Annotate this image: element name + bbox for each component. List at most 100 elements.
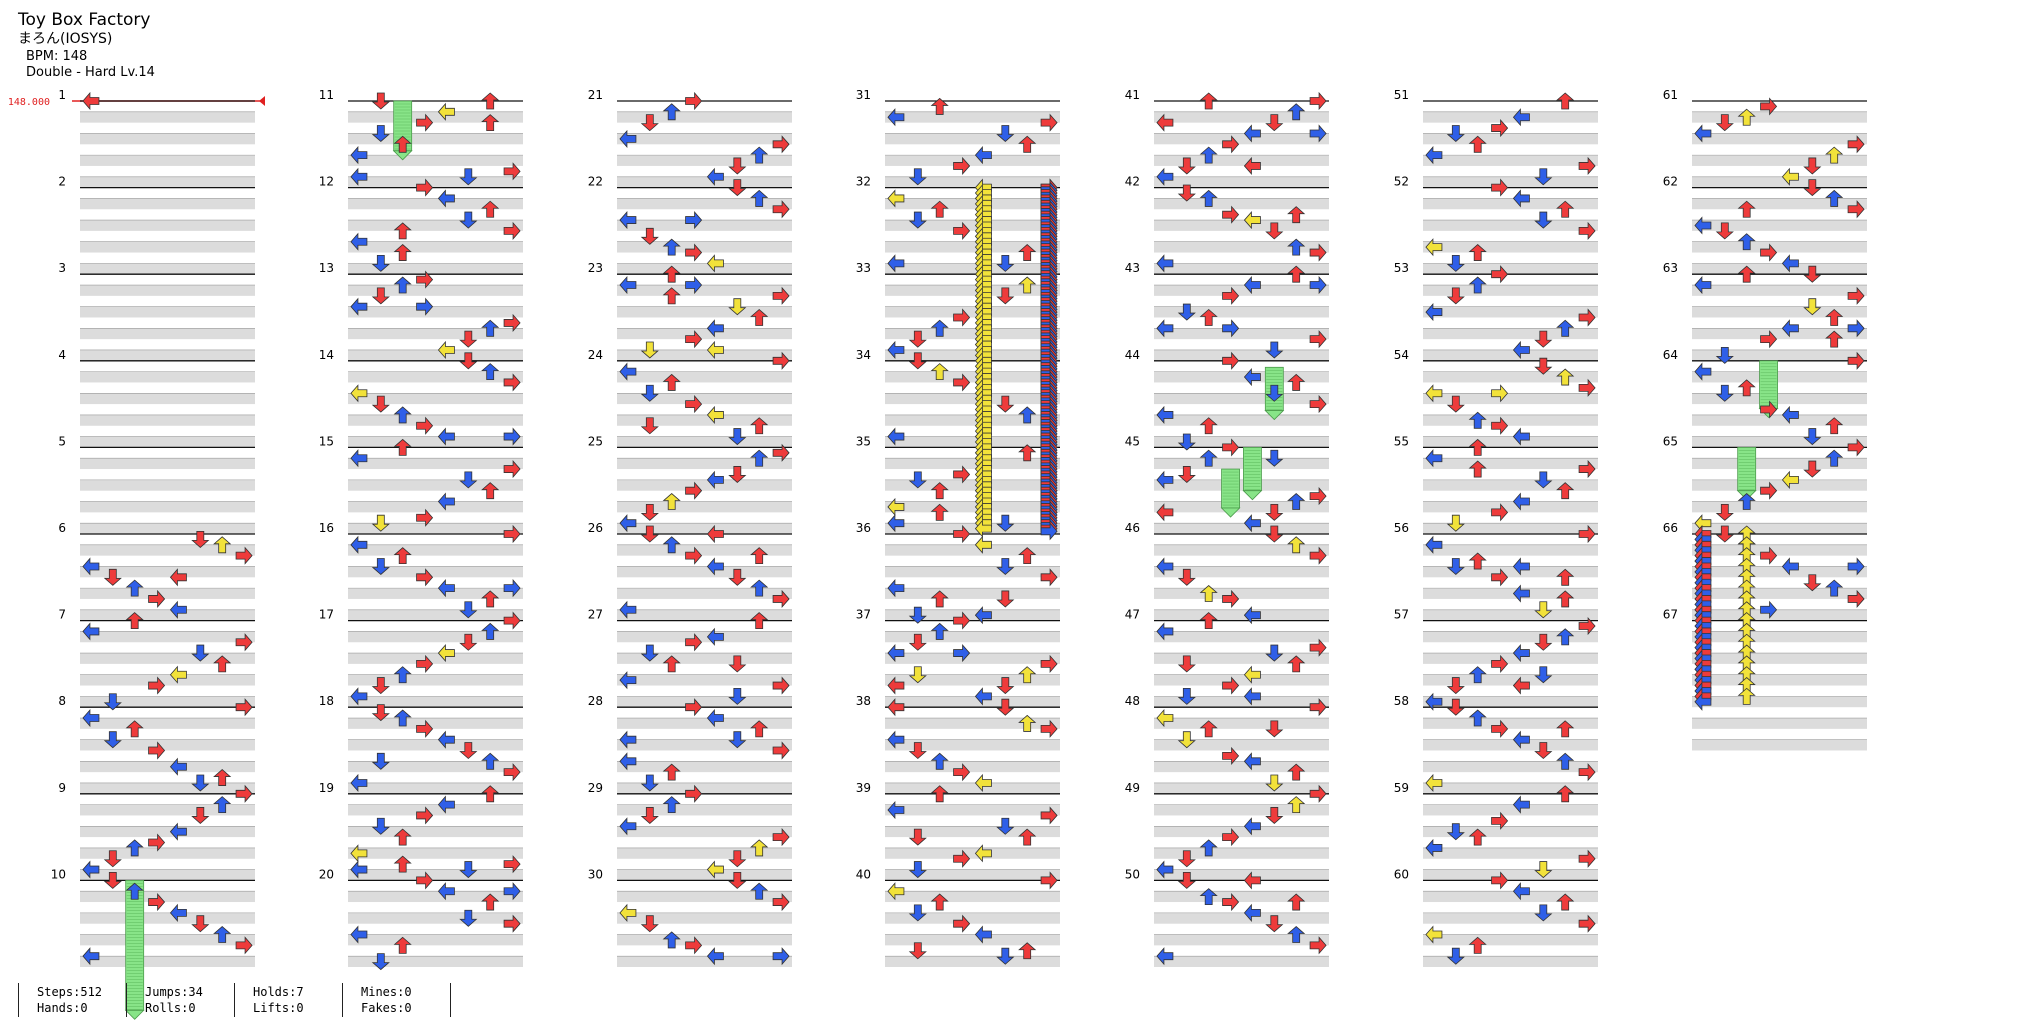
- measure-block: 25: [588, 434, 792, 534]
- beat-band: [1423, 631, 1598, 643]
- measure-number: 4: [58, 348, 66, 362]
- beat-band: [80, 956, 255, 967]
- measure-block: 66: [1663, 521, 1867, 621]
- beat-band: [80, 804, 255, 816]
- beat-band: [80, 133, 255, 145]
- beat-band: [80, 869, 255, 881]
- beat-band: [1154, 306, 1329, 318]
- measure-block: 2: [58, 175, 255, 275]
- measure-block: 10: [51, 867, 255, 967]
- beat-band: [885, 826, 1060, 838]
- measure-number: 42: [1125, 175, 1140, 189]
- measure-block: 12: [319, 175, 523, 275]
- stat-lifts: Lifts:0: [253, 1001, 304, 1015]
- beat-band: [885, 847, 1060, 859]
- measure-number: 47: [1125, 608, 1140, 622]
- measure-block: 33: [856, 261, 1060, 361]
- measure-number: 3: [58, 261, 66, 275]
- hold-note: [1736, 446, 1757, 501]
- beat-band: [1692, 544, 1867, 556]
- beat-band: [885, 198, 1060, 210]
- beat-band: [617, 198, 792, 210]
- beat-band: [1692, 523, 1867, 534]
- measure-number: 63: [1663, 261, 1678, 275]
- beat-band: [80, 609, 255, 621]
- beat-band: [617, 220, 792, 231]
- measure-block: 54: [1394, 348, 1598, 448]
- beat-band: [80, 111, 255, 123]
- beat-band: [1423, 241, 1598, 253]
- beat-band: [885, 176, 1060, 188]
- measure-block: 62: [1663, 175, 1867, 275]
- beat-band: [1154, 479, 1329, 491]
- measure-number: 10: [51, 867, 66, 881]
- measure-number: 54: [1394, 348, 1409, 362]
- beat-band: [885, 544, 1060, 556]
- beat-band: [80, 912, 255, 924]
- measure-number: 13: [319, 261, 334, 275]
- measure-number: 15: [319, 434, 334, 448]
- beat-band: [80, 241, 255, 253]
- measure-number: 20: [319, 867, 334, 881]
- measure-number: 64: [1663, 348, 1678, 362]
- beat-band: [1154, 847, 1329, 859]
- stat-fakes: Fakes:0: [361, 1001, 412, 1015]
- beat-band: [80, 371, 255, 383]
- beat-band: [1692, 328, 1867, 340]
- beat-band: [617, 414, 792, 426]
- beat-band: [1154, 285, 1329, 296]
- beat-band: [1423, 436, 1598, 448]
- beat-band: [885, 609, 1060, 621]
- measure-number: 11: [319, 88, 334, 102]
- beat-band: [348, 804, 523, 816]
- beat-band: [1423, 739, 1598, 751]
- beat-band: [348, 349, 523, 361]
- beat-band: [1154, 826, 1329, 838]
- beat-band: [348, 458, 523, 470]
- beat-band: [80, 782, 255, 794]
- beat-band: [885, 349, 1060, 361]
- measure-block: 30: [588, 867, 792, 967]
- beat-band: [1154, 718, 1329, 729]
- beat-band: [1423, 934, 1598, 946]
- beat-band: [1692, 588, 1867, 599]
- measure-block: 27: [588, 608, 792, 708]
- measure-number: 50: [1125, 867, 1140, 881]
- beat-band: [1692, 631, 1867, 643]
- measure-number: 19: [319, 781, 334, 795]
- measure-number: 23: [588, 261, 603, 275]
- beat-band: [348, 133, 523, 145]
- beat-band: [348, 479, 523, 491]
- beat-band: [348, 869, 523, 881]
- beat-band: [885, 891, 1060, 903]
- measure-block: 29: [588, 781, 792, 881]
- beat-band: [1692, 414, 1867, 426]
- beat-band: [617, 912, 792, 924]
- measure-number: 44: [1125, 348, 1140, 362]
- beat-band: [617, 544, 792, 556]
- beat-band: [617, 241, 792, 253]
- beat-band: [1154, 176, 1329, 188]
- beat-band: [617, 176, 792, 188]
- beat-band: [885, 285, 1060, 296]
- beat-band: [80, 566, 255, 578]
- measure-number: 30: [588, 867, 603, 881]
- measure-number: 7: [58, 608, 66, 622]
- measure-block: 32: [856, 175, 1060, 275]
- beat-band: [1154, 869, 1329, 881]
- beat-band: [348, 414, 523, 426]
- beat-band: [80, 220, 255, 231]
- beat-band: [348, 826, 523, 838]
- measure-block: 59: [1394, 781, 1598, 881]
- beat-band: [1692, 566, 1867, 578]
- beat-band: [1154, 761, 1329, 773]
- beat-band: [348, 847, 523, 859]
- measure-number: 61: [1663, 88, 1678, 102]
- beat-band: [885, 696, 1060, 708]
- measure-block: 46: [1125, 521, 1329, 621]
- stats-col-4: Mines:0 Fakes:0: [342, 983, 451, 1017]
- hold-tail: [124, 1009, 145, 1020]
- hold-note: [1242, 446, 1263, 501]
- beat-band: [1423, 306, 1598, 318]
